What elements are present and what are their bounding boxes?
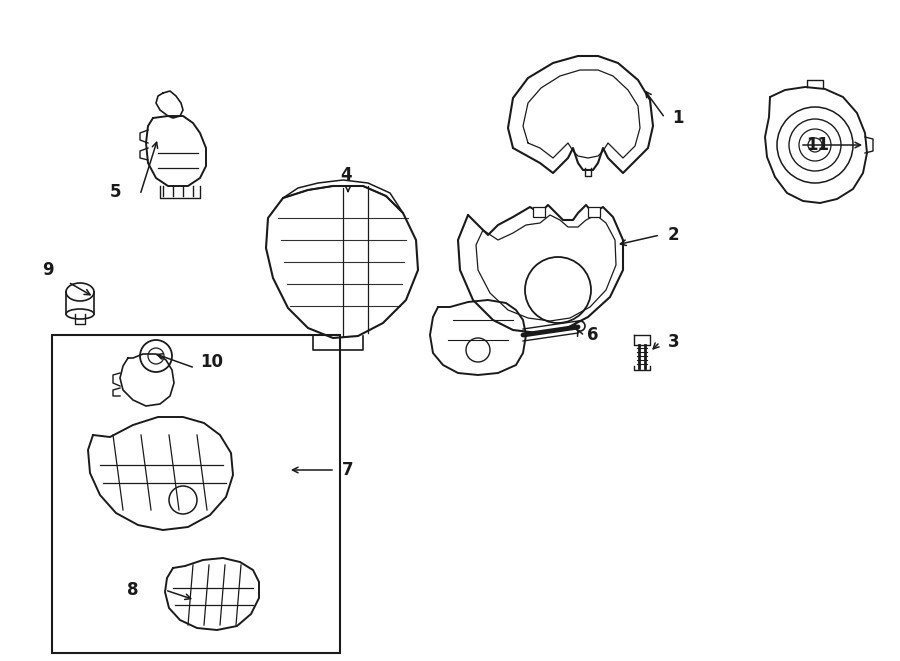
Text: 6: 6 [587,326,599,344]
Bar [588,207,600,217]
Text: 7: 7 [342,461,354,479]
Text: 2: 2 [668,226,680,244]
Ellipse shape [66,283,94,301]
Text: 3: 3 [668,333,680,351]
Text: 8: 8 [127,581,138,599]
Text: 9: 9 [42,261,54,279]
Text: 5: 5 [110,183,122,201]
Text: 4: 4 [340,166,352,184]
Bar [533,207,545,217]
Ellipse shape [66,309,94,319]
Bar [52,335,340,653]
Text: 11: 11 [806,136,829,154]
Text: 1: 1 [672,109,683,127]
Text: 10: 10 [200,353,223,371]
